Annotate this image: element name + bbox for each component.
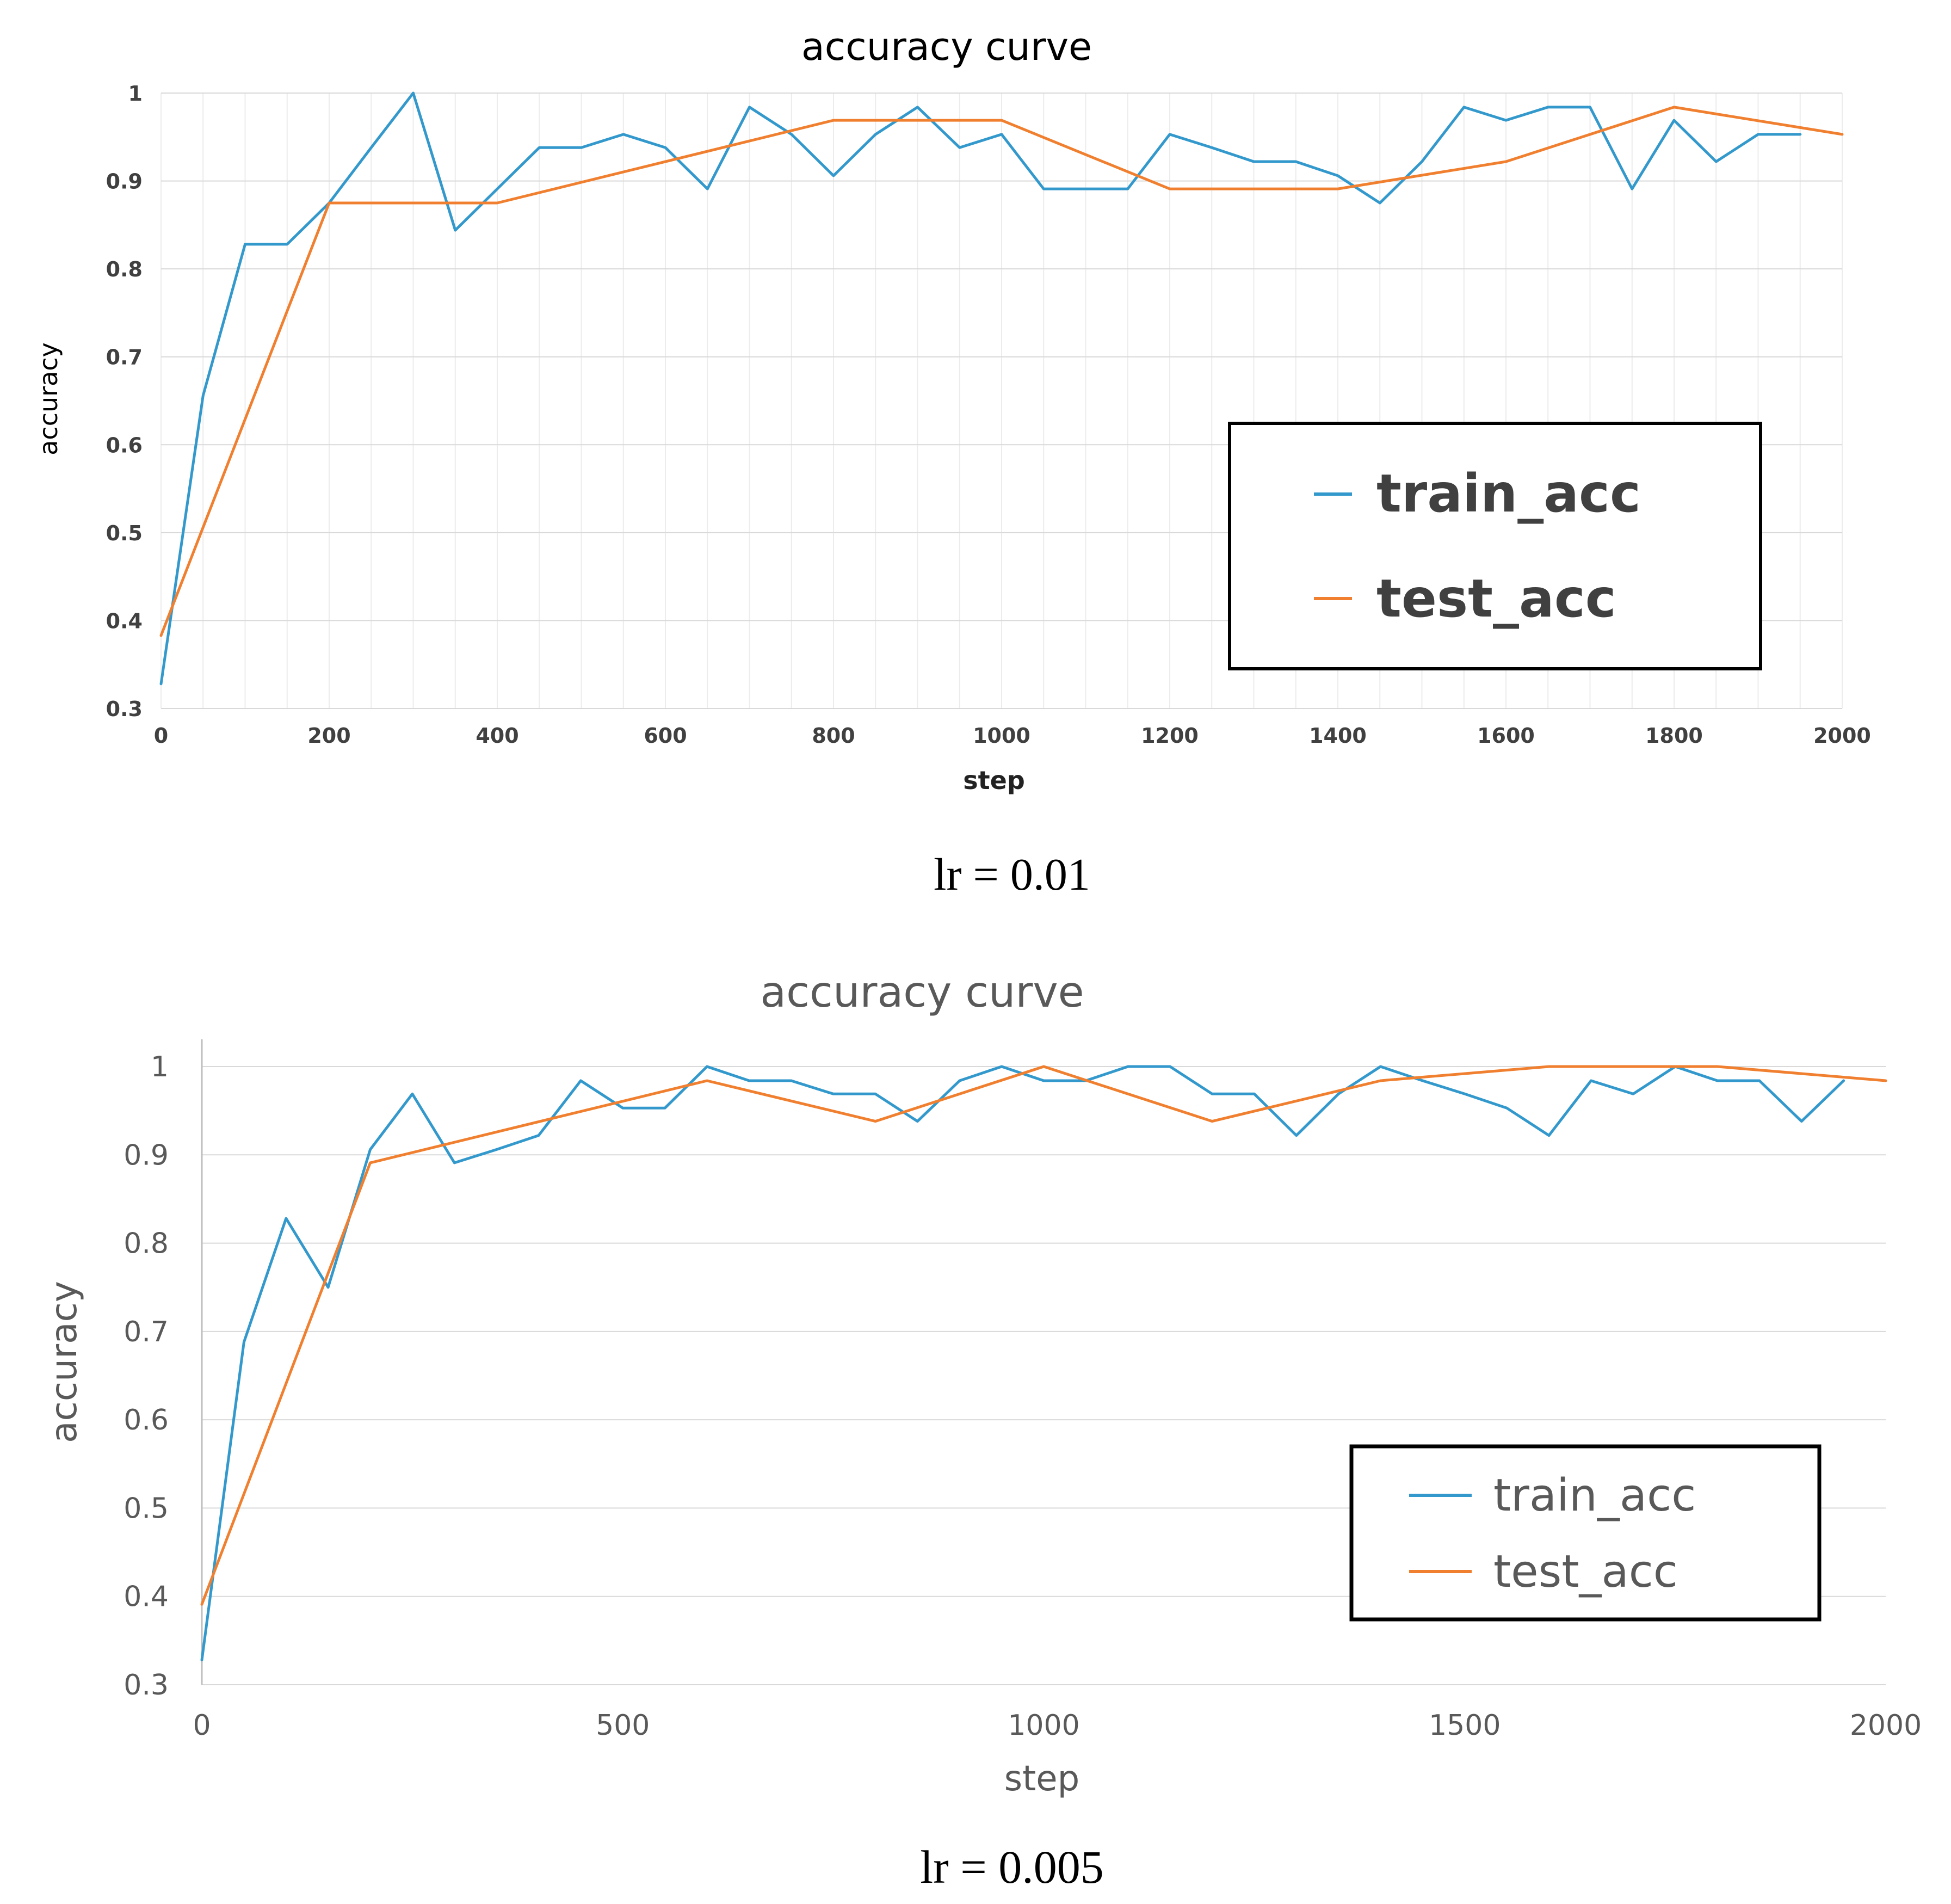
- chart1-series-test-acc-line: [159, 106, 1844, 637]
- chart-lr-0-005: accuracy curve 0 500 1000 1500 2000 0.30.40.…: [43, 968, 1922, 1893]
- chart2-y-tick-label: 0.9: [124, 1139, 169, 1172]
- chart2-y-tick-label: 1: [151, 1051, 169, 1083]
- chart2-x-tick-label: 2000: [1850, 1709, 1922, 1742]
- chart2-y-tick-label: 0.8: [124, 1228, 169, 1260]
- chart2-x-tick-label: 500: [596, 1709, 650, 1742]
- chart1-x-tick-label: 200: [307, 724, 350, 748]
- chart1-x-tick-label: 1000: [973, 724, 1030, 748]
- chart1-y-tick-label: 1: [128, 82, 143, 106]
- chart2-y-tick-label: 0.5: [124, 1492, 169, 1525]
- chart1-x-tick-label: 1400: [1309, 724, 1367, 748]
- chart1-x-ticks: 0 200 400 600 800 1000 1200 1400 1600 1800 2000: [154, 724, 1871, 748]
- chart1-y-tick-label: 0.8: [106, 257, 143, 281]
- chart1-title: accuracy curve: [801, 24, 1092, 69]
- chart2-x-ticks: 0 500 1000 1500 2000: [193, 1709, 1922, 1742]
- chart1-x-tick-label: 1600: [1477, 724, 1535, 748]
- chart1-legend-train-label: train_acc: [1376, 463, 1641, 524]
- chart2-y-axis-label: accuracy: [43, 1281, 85, 1443]
- chart1-series-train-acc-line: [159, 91, 1802, 686]
- chart1-caption: lr = 0.01: [934, 849, 1090, 900]
- chart1-series: [159, 91, 1844, 686]
- chart2-series: [200, 1065, 1887, 1662]
- chart2-legend-test-label: test_acc: [1493, 1546, 1678, 1598]
- chart1-y-tick-label: 0.6: [106, 433, 143, 457]
- chart2-y-tick-label: 0.4: [124, 1581, 169, 1613]
- chart1-y-tick-label: 0.4: [106, 609, 143, 633]
- chart1-x-axis-label: step: [963, 766, 1025, 795]
- chart1-x-tick-label: 600: [644, 724, 687, 748]
- chart1-x-tick-label: 1200: [1141, 724, 1199, 748]
- chart1-x-tick-label: 1800: [1645, 724, 1703, 748]
- chart2-x-axis-label: step: [1004, 1759, 1079, 1799]
- chart-lr-0-01: accuracy curve 0 200 400 600 800 1000 1200 1400…: [34, 24, 1871, 900]
- chart1-x-tick-label: 2000: [1813, 724, 1871, 748]
- chart2-title: accuracy curve: [760, 968, 1084, 1017]
- chart2-y-tick-label: 0.7: [124, 1316, 169, 1348]
- chart2-x-tick-label: 1500: [1429, 1709, 1501, 1742]
- chart1-x-tick-label: 800: [812, 724, 855, 748]
- chart2-legend-train-label: train_acc: [1493, 1470, 1696, 1521]
- chart2-y-tick-label: 0.6: [124, 1404, 169, 1437]
- chart1-y-tick-label: 0.5: [106, 521, 143, 545]
- chart1-legend-box: [1228, 422, 1762, 670]
- chart1-y-ticks: 0.3 0.4 0.5 0.6 0.7 0.8 0.9 1: [106, 82, 143, 721]
- chart1-x-tick-label: 0: [154, 724, 168, 748]
- chart1-y-tick-label: 0.7: [106, 346, 143, 369]
- chart2-y-ticks: 0.3 0.4 0.5 0.6 0.7 0.8 0.9 1: [124, 1051, 169, 1702]
- chart2-series-test-acc-line: [200, 1065, 1887, 1606]
- chart2-legend: train_acc test_acc: [1349, 1444, 1822, 1622]
- chart1-legend: train_acc test_acc: [1228, 422, 1762, 670]
- chart1-y-tick-label: 0.9: [106, 170, 143, 194]
- chart2-y-tick-label: 0.3: [124, 1669, 169, 1702]
- chart1-y-tick-label: 0.3: [106, 697, 143, 721]
- chart1-y-axis-label: accuracy: [34, 342, 63, 455]
- chart1-x-tick-label: 400: [476, 724, 518, 748]
- chart2-legend-box: [1349, 1444, 1822, 1622]
- chart2-x-tick-label: 1000: [1008, 1709, 1079, 1742]
- chart1-legend-test-label: test_acc: [1376, 568, 1616, 629]
- chart2-x-tick-label: 0: [193, 1709, 211, 1742]
- chart2-caption: lr = 0.005: [920, 1841, 1104, 1893]
